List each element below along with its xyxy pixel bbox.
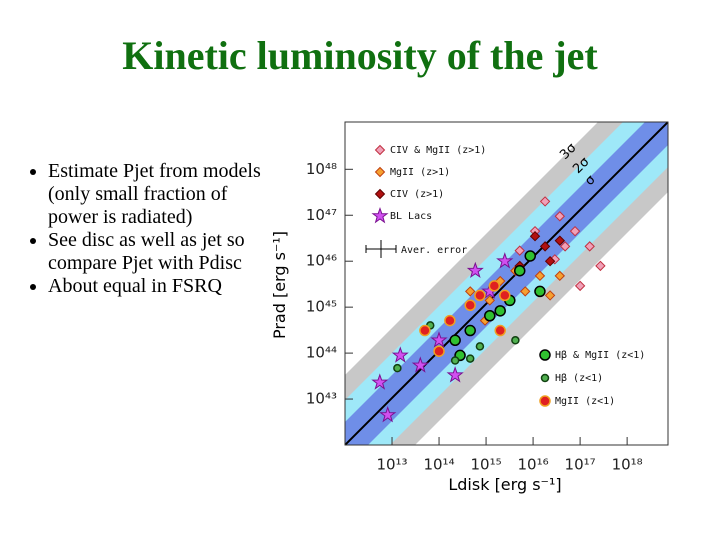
point xyxy=(446,366,464,383)
legend-label: Hβ & MgII (z<1) xyxy=(555,350,645,361)
legend-label: CIV & MgII (z>1) xyxy=(390,145,486,156)
legend-label: CIV (z>1) xyxy=(390,189,444,200)
x-tick-label: 10¹⁶ xyxy=(518,456,549,474)
bullet-list: Estimate Pjet from models (only small fr… xyxy=(20,160,268,298)
point xyxy=(524,250,536,262)
point xyxy=(511,336,520,345)
point xyxy=(465,354,475,363)
x-tick-label: 10¹⁸ xyxy=(612,456,643,474)
point xyxy=(494,324,506,337)
slide-title: Kinetic luminosity of the jet xyxy=(122,33,598,78)
point xyxy=(379,405,397,423)
point xyxy=(513,264,526,277)
plot-frame xyxy=(344,121,669,446)
point xyxy=(496,252,514,269)
legend-marker xyxy=(374,144,386,156)
point xyxy=(444,314,456,327)
point xyxy=(499,289,511,302)
point xyxy=(569,225,581,237)
x-tick-label: 10¹³ xyxy=(376,456,407,474)
point xyxy=(474,289,486,302)
y-axis-label: Prad [erg s⁻¹] xyxy=(270,231,289,339)
point xyxy=(464,324,476,337)
y-tick-label: 10⁴³ xyxy=(306,390,337,408)
legend-label: MgII (z>1) xyxy=(390,167,450,178)
point xyxy=(554,270,566,282)
y-tick-label: 10⁴⁷ xyxy=(306,206,337,224)
point xyxy=(539,196,551,207)
bullet: Estimate Pjet from models (only small fr… xyxy=(48,160,268,229)
point xyxy=(464,299,476,311)
x-tick-label: 10¹⁴ xyxy=(423,456,454,474)
point xyxy=(539,241,551,252)
point xyxy=(484,295,495,306)
annotation: Aver. error xyxy=(401,245,467,256)
point xyxy=(430,331,448,348)
error-bar xyxy=(365,240,397,258)
point xyxy=(544,290,556,301)
point xyxy=(544,255,556,267)
point xyxy=(449,334,461,347)
x-tick-label: 10¹⁷ xyxy=(565,456,596,474)
bullet: See disc as well as jet so compare Pjet … xyxy=(48,229,268,275)
legend-marker xyxy=(374,188,386,200)
legend-marker xyxy=(540,373,550,383)
point xyxy=(391,346,409,363)
y-tick-label: 10⁴⁶ xyxy=(306,252,337,270)
legend-marker xyxy=(539,395,551,407)
legend-label: Hβ (z<1) xyxy=(555,373,603,384)
point xyxy=(475,342,485,351)
point xyxy=(464,286,476,297)
point xyxy=(494,305,506,317)
legend-marker xyxy=(371,206,389,224)
point xyxy=(574,280,586,292)
point xyxy=(466,261,484,279)
point xyxy=(554,211,566,222)
legend-label: BL Lacs xyxy=(390,211,432,222)
point xyxy=(534,270,546,282)
point xyxy=(433,345,445,357)
x-tick-label: 10¹⁵ xyxy=(471,456,502,474)
legend-marker xyxy=(374,166,386,178)
point xyxy=(484,309,496,322)
y-tick-label: 10⁴⁴ xyxy=(306,344,337,362)
y-tick-label: 10⁴⁵ xyxy=(306,298,337,316)
point xyxy=(534,285,546,298)
point xyxy=(371,373,389,390)
point xyxy=(595,260,606,272)
point xyxy=(559,241,571,252)
point xyxy=(450,356,460,365)
point xyxy=(419,324,431,337)
point xyxy=(529,230,541,242)
fit-line xyxy=(345,122,668,445)
point xyxy=(514,245,525,256)
point xyxy=(584,241,595,252)
x-axis-label: Ldisk [erg s⁻¹] xyxy=(448,475,561,494)
point xyxy=(488,280,501,292)
legend-marker xyxy=(539,349,551,361)
point xyxy=(554,235,566,246)
point xyxy=(393,363,402,373)
legend-label: MgII (z<1) xyxy=(555,396,615,407)
y-tick-label: 10⁴⁸ xyxy=(306,160,337,178)
point xyxy=(520,286,531,297)
bullet: About equal in FSRQ xyxy=(48,275,268,298)
point xyxy=(411,356,429,373)
